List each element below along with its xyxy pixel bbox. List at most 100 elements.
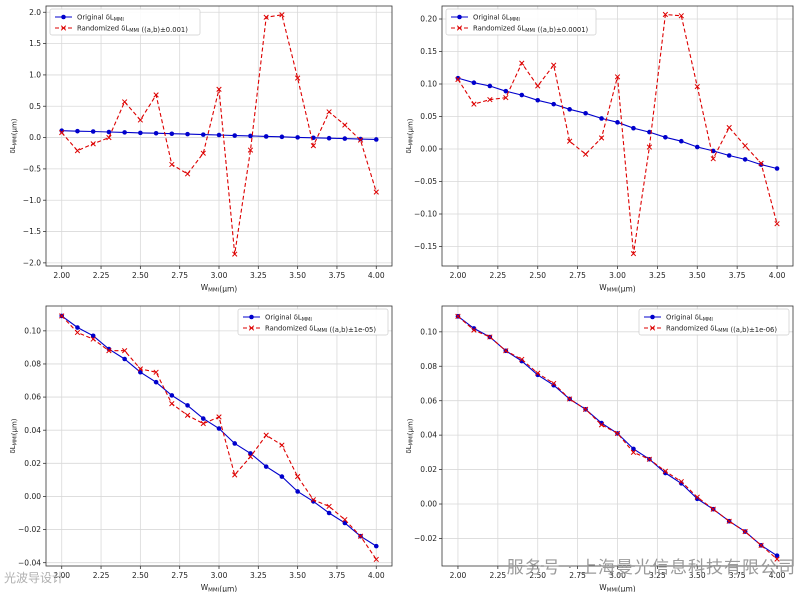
legend-label: Original δLMMI <box>473 14 520 24</box>
y-tick-label: 2.0 <box>29 8 41 17</box>
data-point <box>631 446 636 452</box>
y-tick-label: 0.06 <box>420 396 437 405</box>
chart-bottom-left: 2.00 2.25 2.50 2.75 3.00 3.25 3.50 3.75 4.00 0.10… <box>9 305 393 592</box>
data-point <box>90 333 96 339</box>
legend-marker <box>60 25 67 31</box>
y-axis-label: δLMMI(μm) <box>405 118 415 153</box>
data-point <box>373 137 379 142</box>
data-point <box>185 403 190 408</box>
data-point <box>216 86 222 92</box>
x-tick-label: 3.75 <box>729 271 746 280</box>
y-tick-label: 0.08 <box>24 360 41 369</box>
data-point <box>710 506 716 512</box>
data-point <box>232 441 238 446</box>
legend-box <box>49 8 201 36</box>
data-point <box>471 101 477 107</box>
data-point <box>200 132 206 137</box>
data-point <box>582 151 589 157</box>
x-tick-label: 3.00 <box>609 271 626 280</box>
legend-label: Randomized δLMMI ((a,b)±1e-06) <box>666 325 777 335</box>
data-point <box>232 472 238 478</box>
data-point <box>122 130 127 135</box>
x-tick-label: 2.75 <box>171 571 188 580</box>
data-point <box>503 94 509 101</box>
data-point <box>216 132 222 138</box>
data-point <box>599 116 604 121</box>
y-tick-label: −0.5 <box>23 164 41 173</box>
data-point <box>630 449 637 456</box>
y-tick-label: 0.00 <box>420 145 437 154</box>
legend-label: Original δLMMI <box>666 314 713 324</box>
y-tick-label: −2.0 <box>23 258 41 267</box>
data-point <box>106 134 112 141</box>
data-point <box>122 356 127 362</box>
series-randomized <box>59 313 379 563</box>
x-tick-label: 3.25 <box>649 571 666 580</box>
data-point <box>263 432 269 438</box>
data-point <box>153 369 159 375</box>
data-point <box>169 161 175 168</box>
y-tick-label: −0.15 <box>414 242 437 251</box>
data-point <box>342 122 348 128</box>
x-tick-label: 2.50 <box>529 571 546 580</box>
y-axis-label: δLMMI(μm) <box>9 418 19 453</box>
data-point <box>121 348 128 354</box>
y-axis-label: δLMMI(μm) <box>9 118 19 153</box>
data-point <box>373 556 379 563</box>
data-point <box>631 125 636 131</box>
y-tick-label: −1.5 <box>23 227 41 236</box>
x-tick-label: 2.25 <box>489 571 506 580</box>
data-point <box>279 134 285 140</box>
y-tick-label: 0.10 <box>420 80 437 89</box>
data-point <box>566 396 573 402</box>
series-randomized <box>455 313 780 562</box>
legend-marker <box>248 325 255 331</box>
x-tick-label: 3.50 <box>689 571 706 580</box>
data-point <box>342 136 348 141</box>
data-point <box>646 456 653 462</box>
legend-marker <box>649 325 656 331</box>
legend-label: Randomized δLMMI ((a,b)±1e-05) <box>265 325 376 335</box>
data-point <box>519 60 525 66</box>
y-tick-label: 0.5 <box>29 102 41 111</box>
y-tick-label: 0.08 <box>420 362 437 371</box>
x-tick-label: 2.75 <box>569 271 586 280</box>
data-point <box>310 143 317 149</box>
x-tick-label: 2.00 <box>53 571 70 580</box>
y-tick-label: 0.04 <box>24 426 41 435</box>
x-tick-label: 3.00 <box>211 571 228 580</box>
data-point <box>694 144 700 150</box>
chart-bottom-right: 2.00 2.25 2.50 2.75 3.00 3.25 3.50 3.75 4.00 0.10… <box>405 305 794 592</box>
y-tick-label: 0.10 <box>420 327 437 336</box>
data-point <box>583 110 588 116</box>
x-axis-label: WMMI(μm) <box>599 583 636 592</box>
data-point <box>742 528 748 535</box>
y-tick-label: 0.15 <box>420 47 437 56</box>
y-axis-label: δLMMI(μm) <box>405 418 415 453</box>
x-tick-label: 3.00 <box>609 571 626 580</box>
data-point <box>342 516 348 523</box>
data-point <box>153 130 159 136</box>
x-tick-label: 3.50 <box>689 271 706 280</box>
data-point <box>710 156 716 162</box>
data-point <box>90 129 96 134</box>
data-point <box>358 136 363 142</box>
data-point <box>679 138 684 144</box>
data-point <box>59 313 65 319</box>
data-point <box>694 494 700 500</box>
data-point <box>294 473 301 480</box>
x-axis-label: WMMI(μm) <box>201 583 238 592</box>
data-point <box>248 133 253 139</box>
legend-label: Randomized δLMMI ((a,b)±0.0001) <box>473 25 589 35</box>
data-point <box>200 420 206 427</box>
data-point <box>551 101 556 107</box>
x-tick-label: 2.50 <box>132 571 149 580</box>
y-tick-label: 0.02 <box>24 459 41 468</box>
data-point <box>169 131 175 137</box>
data-point <box>153 92 159 98</box>
data-point <box>774 221 780 227</box>
data-point <box>59 129 65 136</box>
data-point <box>74 148 81 154</box>
